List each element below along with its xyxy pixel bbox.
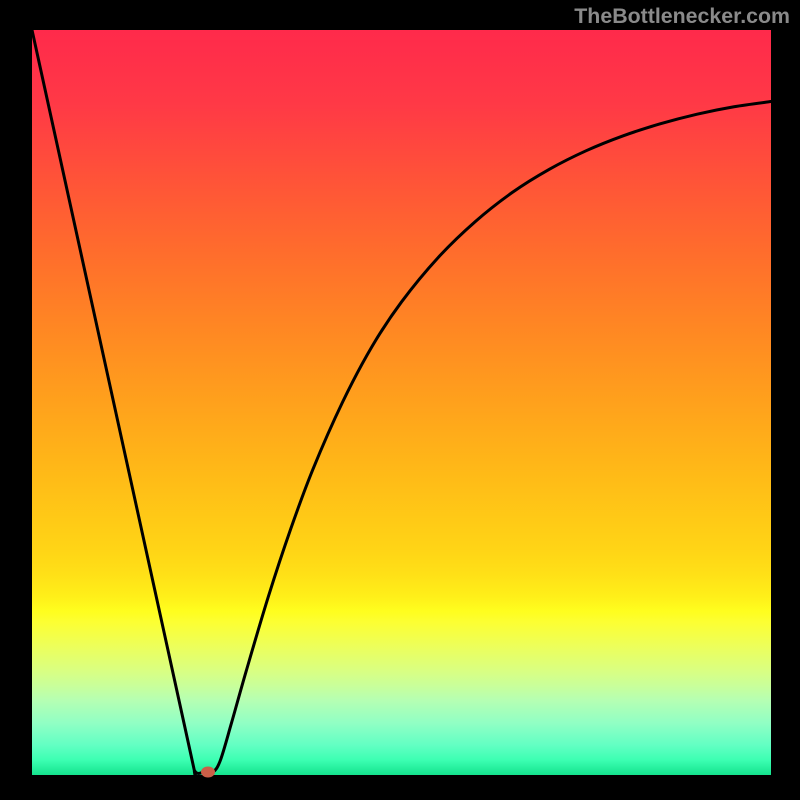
minimum-marker bbox=[201, 767, 215, 778]
bottleneck-curve bbox=[32, 30, 771, 775]
plot-area bbox=[32, 30, 771, 775]
watermark-text: TheBottlenecker.com bbox=[574, 4, 790, 29]
chart-svg bbox=[32, 30, 771, 775]
chart-container: TheBottlenecker.com bbox=[0, 0, 800, 800]
